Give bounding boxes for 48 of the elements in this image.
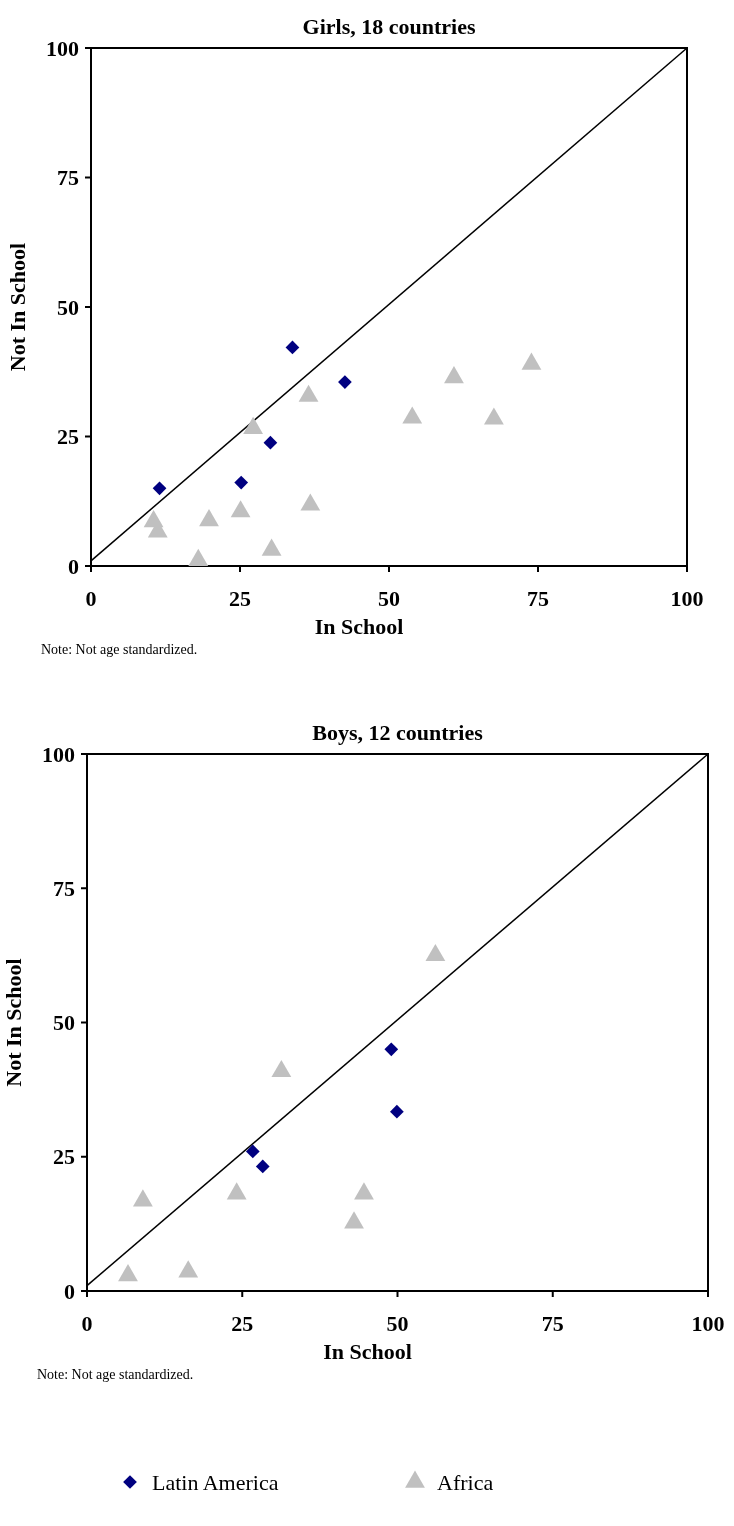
point (444, 366, 464, 384)
y-tick-label: 50 (57, 294, 79, 320)
point (298, 384, 319, 402)
point (344, 1211, 364, 1229)
y-tick-label: 0 (68, 553, 79, 579)
x-tick-label: 25 (229, 586, 251, 611)
point (243, 416, 264, 434)
point (118, 1263, 138, 1282)
y-tick-label: 25 (57, 424, 79, 450)
y-tick-label: 0 (64, 1278, 75, 1304)
x-tick-label: 50 (378, 586, 400, 611)
text: Note: Not age standardized. (37, 1367, 194, 1382)
x-tick-label: 100 (670, 586, 704, 611)
point (261, 538, 282, 556)
x-axis-title: In School (314, 614, 404, 639)
point (354, 1182, 374, 1200)
x-axis-title: In School (323, 1339, 412, 1364)
x-tick-label: 100 (691, 1311, 725, 1336)
chart-title: Boys, 12 countries (312, 720, 484, 745)
text: Note: Not age standardized. (41, 642, 198, 657)
x-tick-label: 0 (85, 586, 97, 611)
x-tick-label: 25 (231, 1311, 254, 1336)
point (199, 508, 219, 527)
point (521, 352, 542, 370)
y-tick-label: 75 (53, 875, 75, 901)
y-tick-label: 100 (46, 35, 79, 61)
legend-label: Latin America (152, 1469, 279, 1495)
y-axis-title: Not In School (5, 242, 30, 372)
point (402, 406, 423, 424)
x-tick-label: 50 (386, 1311, 409, 1336)
point (230, 500, 251, 518)
y-axis-title: Not In School (1, 958, 26, 1087)
point (226, 1182, 247, 1200)
point (483, 407, 504, 425)
legend-label: Africa (437, 1469, 494, 1495)
point (271, 1059, 292, 1078)
y-tick-label: 75 (57, 165, 79, 191)
point (178, 1260, 199, 1278)
chart-title: Girls, 18 countries (302, 14, 476, 39)
x-tick-label: 75 (527, 586, 549, 611)
point (300, 493, 321, 511)
point (188, 548, 209, 567)
point (425, 943, 446, 962)
x-tick-label: 75 (541, 1311, 564, 1336)
point (132, 1189, 153, 1207)
y-tick-label: 50 (53, 1010, 75, 1036)
y-tick-label: 25 (53, 1144, 75, 1170)
y-tick-label: 100 (42, 741, 75, 767)
